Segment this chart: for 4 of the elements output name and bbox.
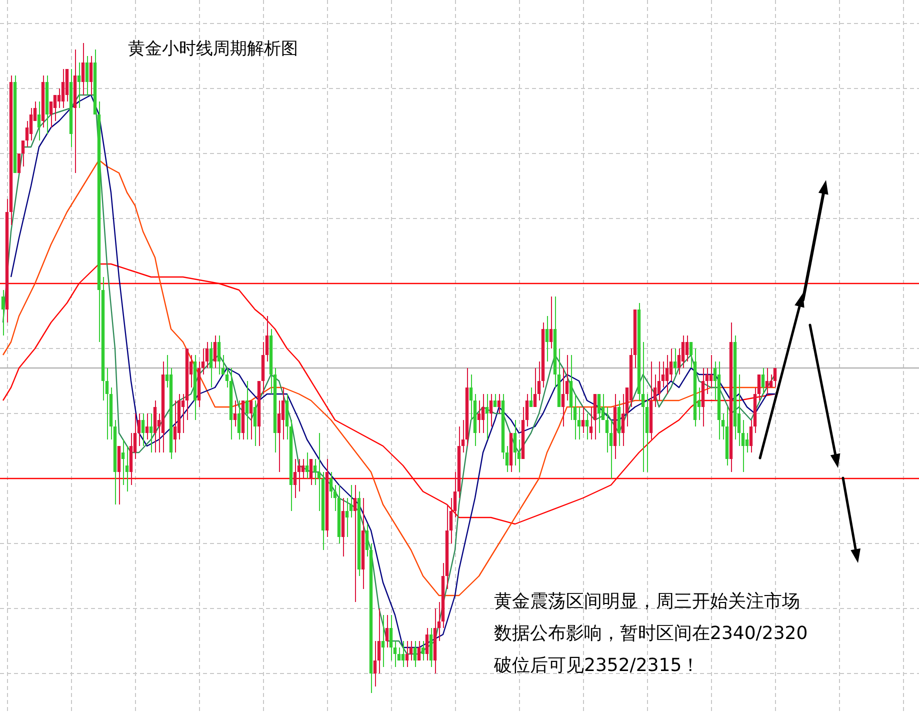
annotation: 黄金震荡区间明显，周三开始关注市场 [494, 590, 801, 614]
annotation: 破位后可见2352/2315！ [494, 654, 701, 678]
annotation: 数据公布影响，暂时区间在2340/2320 [494, 622, 808, 646]
chart-title: 黄金小时线周期解析图 [128, 38, 298, 60]
